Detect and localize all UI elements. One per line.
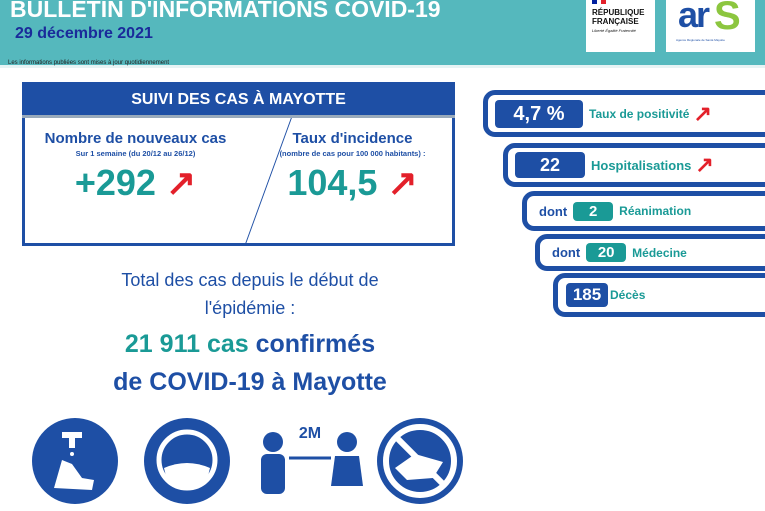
update-note: Les informations publiées sont mises à j…	[8, 60, 170, 66]
reanimation-label: Réanimation	[619, 204, 692, 218]
new-cases-value: +292	[74, 162, 156, 203]
reanimation-value: 2	[573, 201, 614, 221]
distance-label: 2M	[299, 425, 321, 442]
trend-up-icon: ↗	[165, 162, 197, 203]
logo-motto: Liberté Égalité Fraternité	[592, 28, 636, 33]
bulletin-date: 29 décembre 2021	[15, 25, 153, 42]
cases-panel: Nombre de nouveaux cas Sur 1 semaine (du…	[22, 118, 455, 246]
dont-label: dont	[539, 203, 568, 219]
stat-reanimation: dont 2 Réanimation	[522, 191, 765, 231]
stat-positivity: 4,7 % Taux de positivité ↗	[483, 90, 765, 137]
deces-label: Décès	[610, 288, 646, 302]
ars-logo: ar S Agence Régionale de Santé Mayotte	[666, 0, 755, 52]
stat-medecine: dont 20 Médecine	[535, 234, 765, 271]
confirmed-line: de COVID-19 à Mayotte	[113, 368, 387, 396]
incidence-value: 104,5	[287, 162, 378, 203]
trend-up-icon: ↗	[387, 162, 418, 203]
dont-label: dont	[552, 245, 581, 260]
trend-up-icon: ↗	[693, 100, 712, 126]
total-count: 21 911 cas	[124, 330, 249, 358]
new-cases-title: Nombre de nouveaux cas	[44, 130, 227, 147]
logo-text: RÉPUBLIQUE	[592, 8, 645, 17]
stat-hospitalisations: 22 Hospitalisations ↗	[503, 143, 765, 187]
logo-text: FRANÇAISE	[592, 17, 639, 26]
incidence-title: Taux d'incidence	[292, 130, 413, 147]
no-handshake-icon	[377, 418, 463, 504]
new-cases-subtitle: Sur 1 semaine (du 20/12 au 26/12)	[75, 149, 196, 158]
confirmed-cases: 21 911 cas confirmés de COVID-19 à Mayot…	[60, 325, 440, 401]
total-line: l'épidémie :	[204, 298, 296, 318]
medecine-label: Médecine	[632, 245, 687, 260]
distancing-icon: 2M	[255, 420, 365, 506]
positivity-value: 4,7 %	[495, 99, 583, 128]
panel-title: SUIVI DES CAS À MAYOTTE	[22, 82, 455, 118]
hospitalisations-value: 22	[515, 152, 585, 178]
republique-francaise-logo: RÉPUBLIQUE FRANÇAISE Liberté Égalité Fra…	[586, 0, 655, 52]
total-line: Total des cas depuis le début de	[121, 270, 379, 290]
trend-up-icon: ↗	[695, 152, 714, 177]
incidence-subtitle: (nombre de cas pour 100 000 habitants) :	[279, 149, 426, 158]
confirmed-label: confirmés	[255, 330, 376, 358]
stat-deces: 185 Décès	[553, 273, 765, 317]
page-title: BULLETIN D'INFORMATIONS COVID-19	[10, 0, 441, 22]
incidence: Taux d'incidence (nombre de cas pour 100…	[250, 130, 455, 204]
hospitalisations-label: Hospitalisations	[591, 157, 692, 173]
positivity-label: Taux de positivité	[589, 106, 690, 121]
total-cases-text: Total des cas depuis le début de l'épidé…	[60, 266, 440, 322]
mask-icon	[144, 418, 230, 504]
new-cases: Nombre de nouveaux cas Sur 1 semaine (du…	[33, 130, 238, 204]
medecine-value: 20	[586, 243, 627, 262]
handwash-icon	[32, 418, 118, 504]
ars-subtitle: Agence Régionale de Santé Mayotte	[676, 38, 725, 42]
header: BULLETIN D'INFORMATIONS COVID-19 29 déce…	[0, 0, 765, 68]
deces-value: 185	[566, 283, 608, 307]
